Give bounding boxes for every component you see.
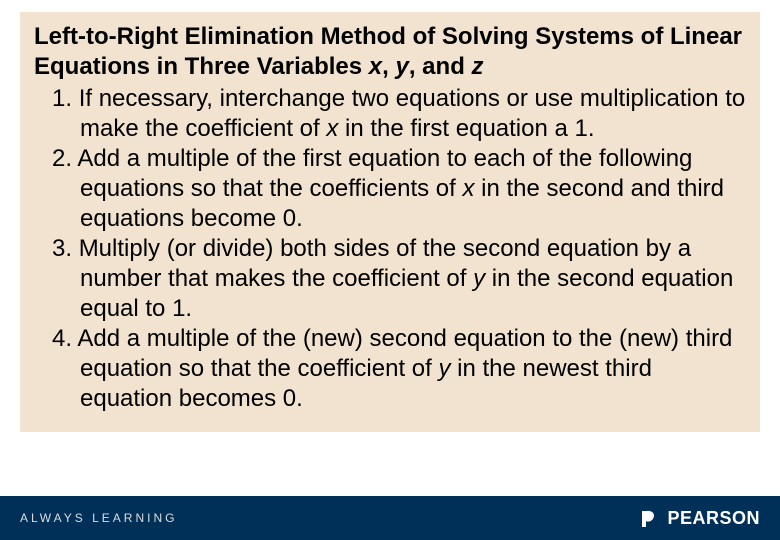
footer-bar: ALWAYS LEARNING PEARSON	[0, 496, 780, 540]
title-sep2: , and	[409, 53, 472, 80]
step-number: 3.	[52, 235, 72, 262]
step-number: 1.	[52, 85, 72, 112]
list-item: 4. Add a multiple of the (new) second eq…	[34, 324, 746, 414]
step-var: x	[462, 175, 474, 202]
content-box: Left-to-Right Elimination Method of Solv…	[20, 12, 760, 432]
title-sep1: ,	[382, 53, 395, 80]
title-var-y: y	[395, 53, 408, 80]
step-number: 2.	[52, 145, 72, 172]
step-var: x	[326, 115, 338, 142]
step-number: 4.	[52, 325, 72, 352]
brand: PEARSON	[639, 507, 760, 529]
slide: Left-to-Right Elimination Method of Solv…	[0, 0, 780, 540]
title-var-x: x	[369, 53, 382, 80]
slide-title: Left-to-Right Elimination Method of Solv…	[34, 22, 746, 82]
footer-tagline: ALWAYS LEARNING	[20, 511, 177, 525]
list-item: 1. If necessary, interchange two equatio…	[34, 84, 746, 144]
spacer	[0, 432, 780, 496]
title-var-z: z	[472, 53, 484, 80]
step-var: y	[473, 265, 485, 292]
steps-list: 1. If necessary, interchange two equatio…	[34, 84, 746, 414]
list-item: 2. Add a multiple of the first equation …	[34, 144, 746, 234]
brand-mark-icon	[639, 507, 661, 529]
brand-text: PEARSON	[667, 508, 760, 529]
step-text: in the first equation a 1.	[338, 115, 594, 142]
step-var: y	[438, 355, 450, 382]
list-item: 3. Multiply (or divide) both sides of th…	[34, 234, 746, 324]
